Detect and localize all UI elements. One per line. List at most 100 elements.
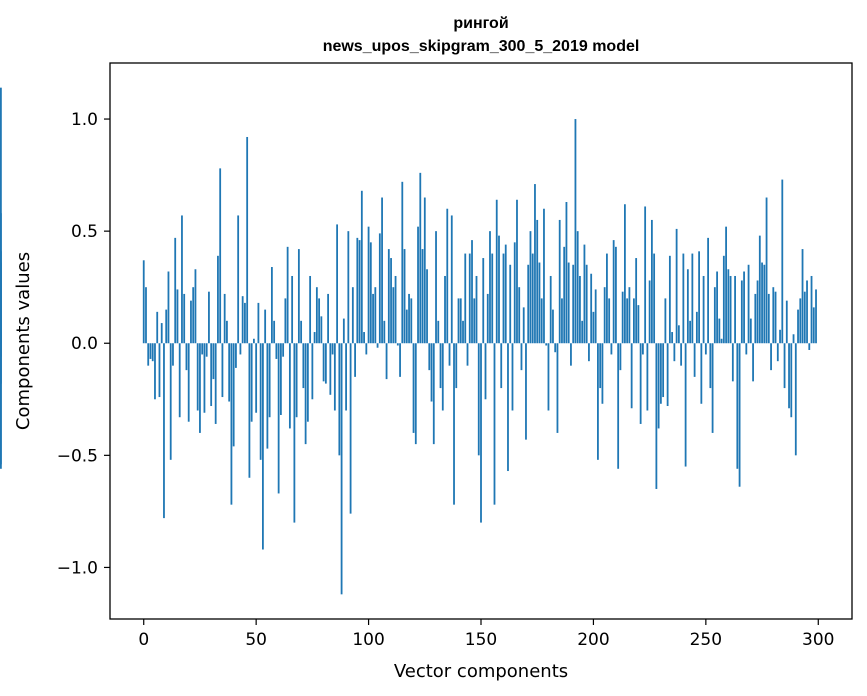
bar-4 (151, 343, 154, 362)
bar-245 (693, 343, 696, 377)
bar-235 (671, 332, 674, 344)
bar-19 (185, 343, 188, 371)
bar-208 (610, 343, 613, 355)
bar-14 (174, 237, 177, 344)
bar-52 (259, 343, 262, 460)
bar-32 (214, 343, 217, 424)
bar-74 (309, 275, 312, 344)
bar-209 (612, 240, 615, 344)
bar-85 (333, 343, 336, 411)
bar-125 (423, 197, 426, 344)
bar-173 (531, 253, 534, 344)
bar-115 (401, 181, 404, 344)
bar-134 (444, 275, 446, 344)
bar-43 (239, 343, 242, 355)
bar-274 (758, 235, 761, 344)
chart-title-line-2: news_upos_skipgram_300_5_2019 model (323, 38, 640, 55)
bar-128 (430, 343, 433, 402)
bar-145 (468, 253, 471, 344)
bar-283 (779, 329, 781, 344)
bar-247 (698, 251, 700, 344)
bars-group (0, 87, 817, 595)
bar-230 (659, 343, 662, 404)
y-tick-label: −0.5 (57, 446, 98, 466)
bar-47 (248, 343, 251, 478)
bar-282 (776, 343, 779, 362)
bar-129 (432, 343, 435, 445)
bar-266 (740, 280, 743, 344)
bar-131 (437, 320, 440, 344)
bar-60 (277, 343, 280, 494)
bar-256 (718, 318, 721, 344)
bar-31 (212, 343, 215, 380)
bar-203 (599, 343, 602, 389)
bar-64 (286, 246, 289, 344)
bar-77 (315, 287, 318, 344)
bar-132 (439, 343, 442, 389)
bar-166 (516, 199, 518, 344)
bar-46 (246, 136, 249, 344)
bar-292 (799, 298, 802, 344)
bar-116 (403, 249, 406, 344)
bar-148 (475, 275, 478, 344)
bar-2 (147, 343, 150, 366)
bar-223 (644, 206, 647, 344)
bar-158 (498, 235, 500, 344)
bar-191 (572, 264, 575, 344)
bar-241 (684, 343, 687, 467)
bar-127 (428, 343, 431, 371)
bar-242 (686, 269, 689, 344)
bar-53 (262, 343, 264, 550)
bar-275 (761, 262, 763, 344)
bar-70 (300, 320, 303, 344)
bar-133 (441, 343, 444, 411)
y-tick-label: 0.0 (71, 334, 98, 354)
bar-195 (581, 320, 584, 344)
bar-95 (356, 237, 359, 344)
bar-101 (369, 242, 372, 344)
bar-122 (417, 226, 419, 344)
bar-66 (291, 275, 294, 344)
bar-251 (707, 237, 709, 344)
bar-181 (549, 275, 552, 344)
bar-23 (194, 269, 197, 344)
bar-153 (486, 293, 489, 344)
bar-250 (704, 343, 707, 355)
bar-136 (448, 343, 451, 366)
bar-87 (338, 343, 341, 456)
bar-273 (756, 280, 759, 344)
bar-114 (399, 343, 401, 377)
x-tick-label: 0 (138, 630, 149, 650)
bar-3 (149, 343, 152, 359)
bar-239 (680, 343, 683, 366)
y-tick-label: 0.5 (71, 222, 98, 242)
bar-189 (567, 262, 570, 344)
bar-44 (241, 296, 244, 344)
y-tick-label: −1.0 (57, 558, 98, 578)
bar-138 (453, 343, 455, 505)
bar-16 (178, 343, 181, 418)
bar-264 (736, 343, 739, 469)
bar-229 (657, 343, 660, 429)
bar-188 (565, 202, 568, 344)
chart-title-line-1: рингой (453, 15, 508, 32)
bar-149 (477, 343, 480, 456)
bar-182 (552, 309, 554, 344)
bar-238 (677, 325, 680, 344)
bar-253 (711, 343, 714, 433)
bar-234 (668, 255, 671, 344)
bar-126 (426, 269, 428, 344)
bar-161 (504, 244, 507, 344)
bar-38 (228, 343, 231, 402)
bar-240 (682, 253, 685, 344)
bar-102 (372, 293, 374, 344)
bar-56 (268, 343, 271, 418)
bar-155 (491, 253, 494, 344)
bar-169 (522, 307, 525, 344)
bar-221 (639, 343, 642, 424)
bar-0 (142, 260, 145, 344)
bar-268 (745, 343, 748, 355)
bar-196 (583, 244, 586, 344)
bar-279 (770, 343, 772, 371)
bar-40 (232, 343, 235, 447)
